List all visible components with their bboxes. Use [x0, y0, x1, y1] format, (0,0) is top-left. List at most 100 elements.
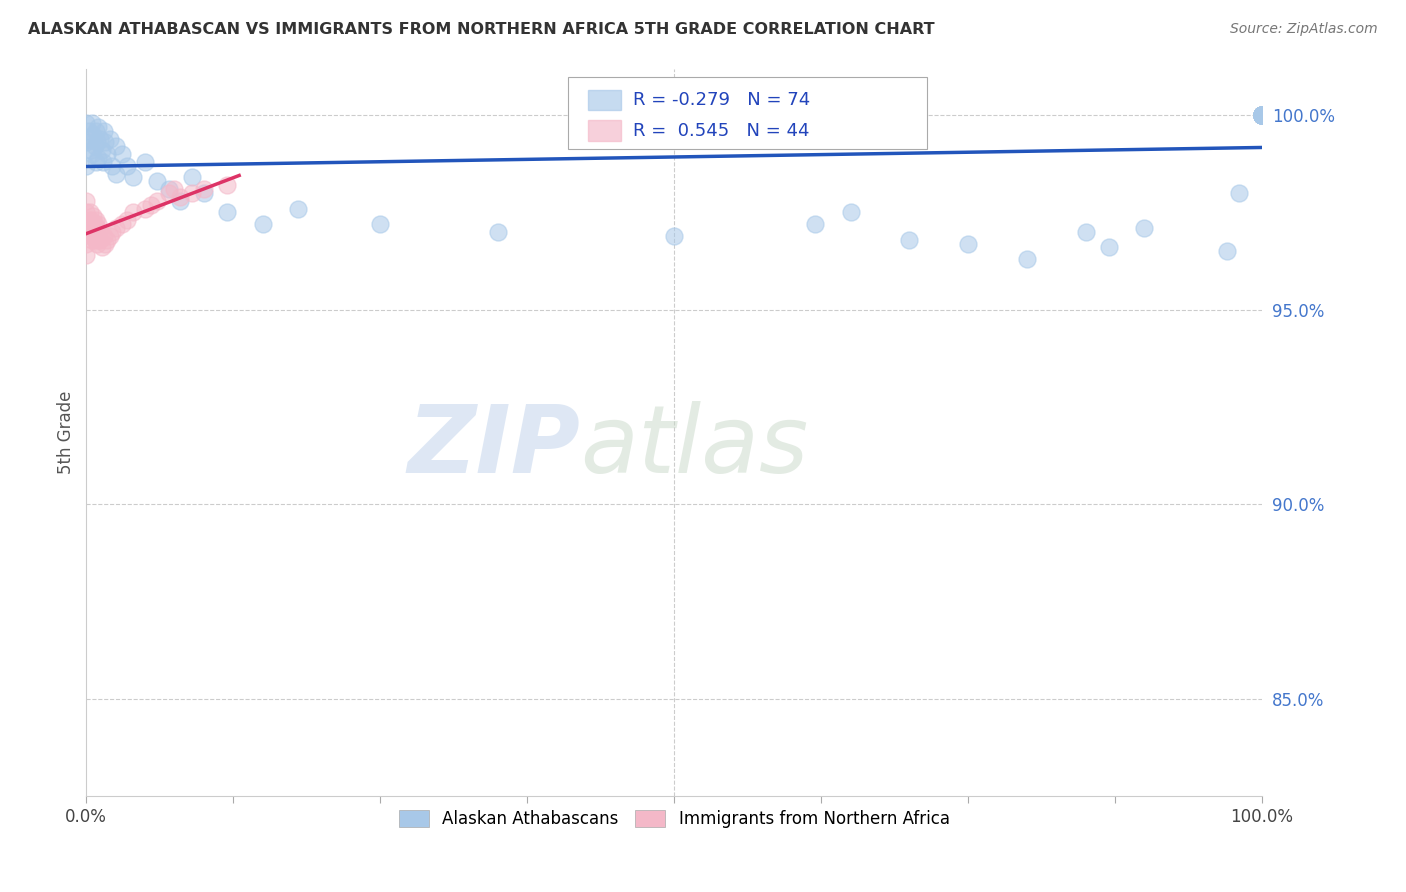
- Point: [82, 147, 104, 161]
- Point: [1251, 108, 1274, 122]
- Point: [82, 217, 104, 231]
- Point: [134, 202, 156, 216]
- Point: [134, 154, 156, 169]
- Point: [77, 213, 100, 227]
- Point: [82, 225, 104, 239]
- Point: [368, 217, 391, 231]
- Point: [84, 228, 107, 243]
- Point: [157, 182, 180, 196]
- Point: [163, 182, 186, 196]
- Text: ZIP: ZIP: [408, 401, 581, 493]
- Point: [86, 221, 108, 235]
- Point: [1251, 108, 1274, 122]
- Point: [181, 170, 204, 185]
- Point: [1251, 108, 1274, 122]
- Point: [96, 233, 118, 247]
- Point: [1251, 108, 1274, 122]
- Point: [86, 236, 108, 251]
- Point: [79, 131, 101, 145]
- Point: [1251, 108, 1274, 122]
- Point: [1251, 108, 1274, 122]
- Point: [1251, 108, 1274, 122]
- Point: [90, 240, 112, 254]
- Point: [110, 147, 132, 161]
- Point: [1074, 225, 1097, 239]
- Point: [101, 225, 124, 239]
- Point: [101, 159, 124, 173]
- Point: [96, 147, 118, 161]
- Point: [89, 233, 111, 247]
- Point: [104, 139, 127, 153]
- Point: [80, 143, 103, 157]
- Text: atlas: atlas: [581, 401, 808, 492]
- Point: [1251, 108, 1274, 122]
- Point: [80, 213, 103, 227]
- Point: [1098, 240, 1121, 254]
- Point: [1251, 108, 1274, 122]
- Point: [93, 124, 115, 138]
- Point: [1251, 108, 1274, 122]
- Point: [98, 228, 121, 243]
- Point: [83, 233, 105, 247]
- Point: [957, 236, 980, 251]
- Point: [193, 182, 215, 196]
- Point: [87, 151, 110, 165]
- Point: [169, 194, 191, 208]
- Point: [839, 205, 862, 219]
- Point: [98, 131, 121, 145]
- Point: [89, 225, 111, 239]
- Point: [75, 217, 97, 231]
- Point: [1251, 108, 1274, 122]
- Point: [80, 228, 103, 243]
- Point: [1251, 108, 1274, 122]
- FancyBboxPatch shape: [588, 90, 621, 110]
- Point: [87, 233, 110, 247]
- Point: [75, 236, 97, 251]
- Point: [75, 194, 97, 208]
- Point: [181, 186, 204, 200]
- Point: [87, 217, 110, 231]
- Point: [1251, 108, 1274, 122]
- Point: [1015, 252, 1038, 267]
- Point: [82, 210, 104, 224]
- Point: [486, 225, 509, 239]
- Point: [1251, 108, 1274, 122]
- Point: [1216, 244, 1239, 259]
- Point: [1251, 108, 1274, 122]
- Point: [1251, 108, 1274, 122]
- Point: [157, 186, 180, 200]
- Point: [1251, 108, 1274, 122]
- Point: [217, 205, 239, 219]
- Point: [1251, 108, 1274, 122]
- Point: [1133, 221, 1156, 235]
- Point: [82, 128, 104, 142]
- Point: [89, 131, 111, 145]
- Point: [217, 178, 239, 193]
- Point: [75, 205, 97, 219]
- Point: [117, 159, 139, 173]
- Point: [122, 170, 145, 185]
- Text: Source: ZipAtlas.com: Source: ZipAtlas.com: [1230, 22, 1378, 37]
- Point: [117, 213, 139, 227]
- Point: [91, 154, 114, 169]
- Point: [93, 228, 115, 243]
- Point: [1251, 108, 1274, 122]
- Point: [122, 205, 145, 219]
- Point: [287, 202, 309, 216]
- Point: [94, 236, 117, 251]
- Point: [84, 124, 107, 138]
- Point: [662, 228, 685, 243]
- Point: [84, 154, 107, 169]
- Point: [804, 217, 827, 231]
- Point: [90, 143, 112, 157]
- FancyBboxPatch shape: [568, 78, 927, 149]
- Point: [146, 174, 169, 188]
- Point: [82, 116, 104, 130]
- Point: [83, 217, 105, 231]
- Text: R =  0.545   N = 44: R = 0.545 N = 44: [633, 121, 810, 140]
- Legend: Alaskan Athabascans, Immigrants from Northern Africa: Alaskan Athabascans, Immigrants from Nor…: [392, 804, 956, 835]
- Point: [75, 225, 97, 239]
- Point: [169, 190, 191, 204]
- Point: [1251, 108, 1274, 122]
- Point: [1251, 108, 1274, 122]
